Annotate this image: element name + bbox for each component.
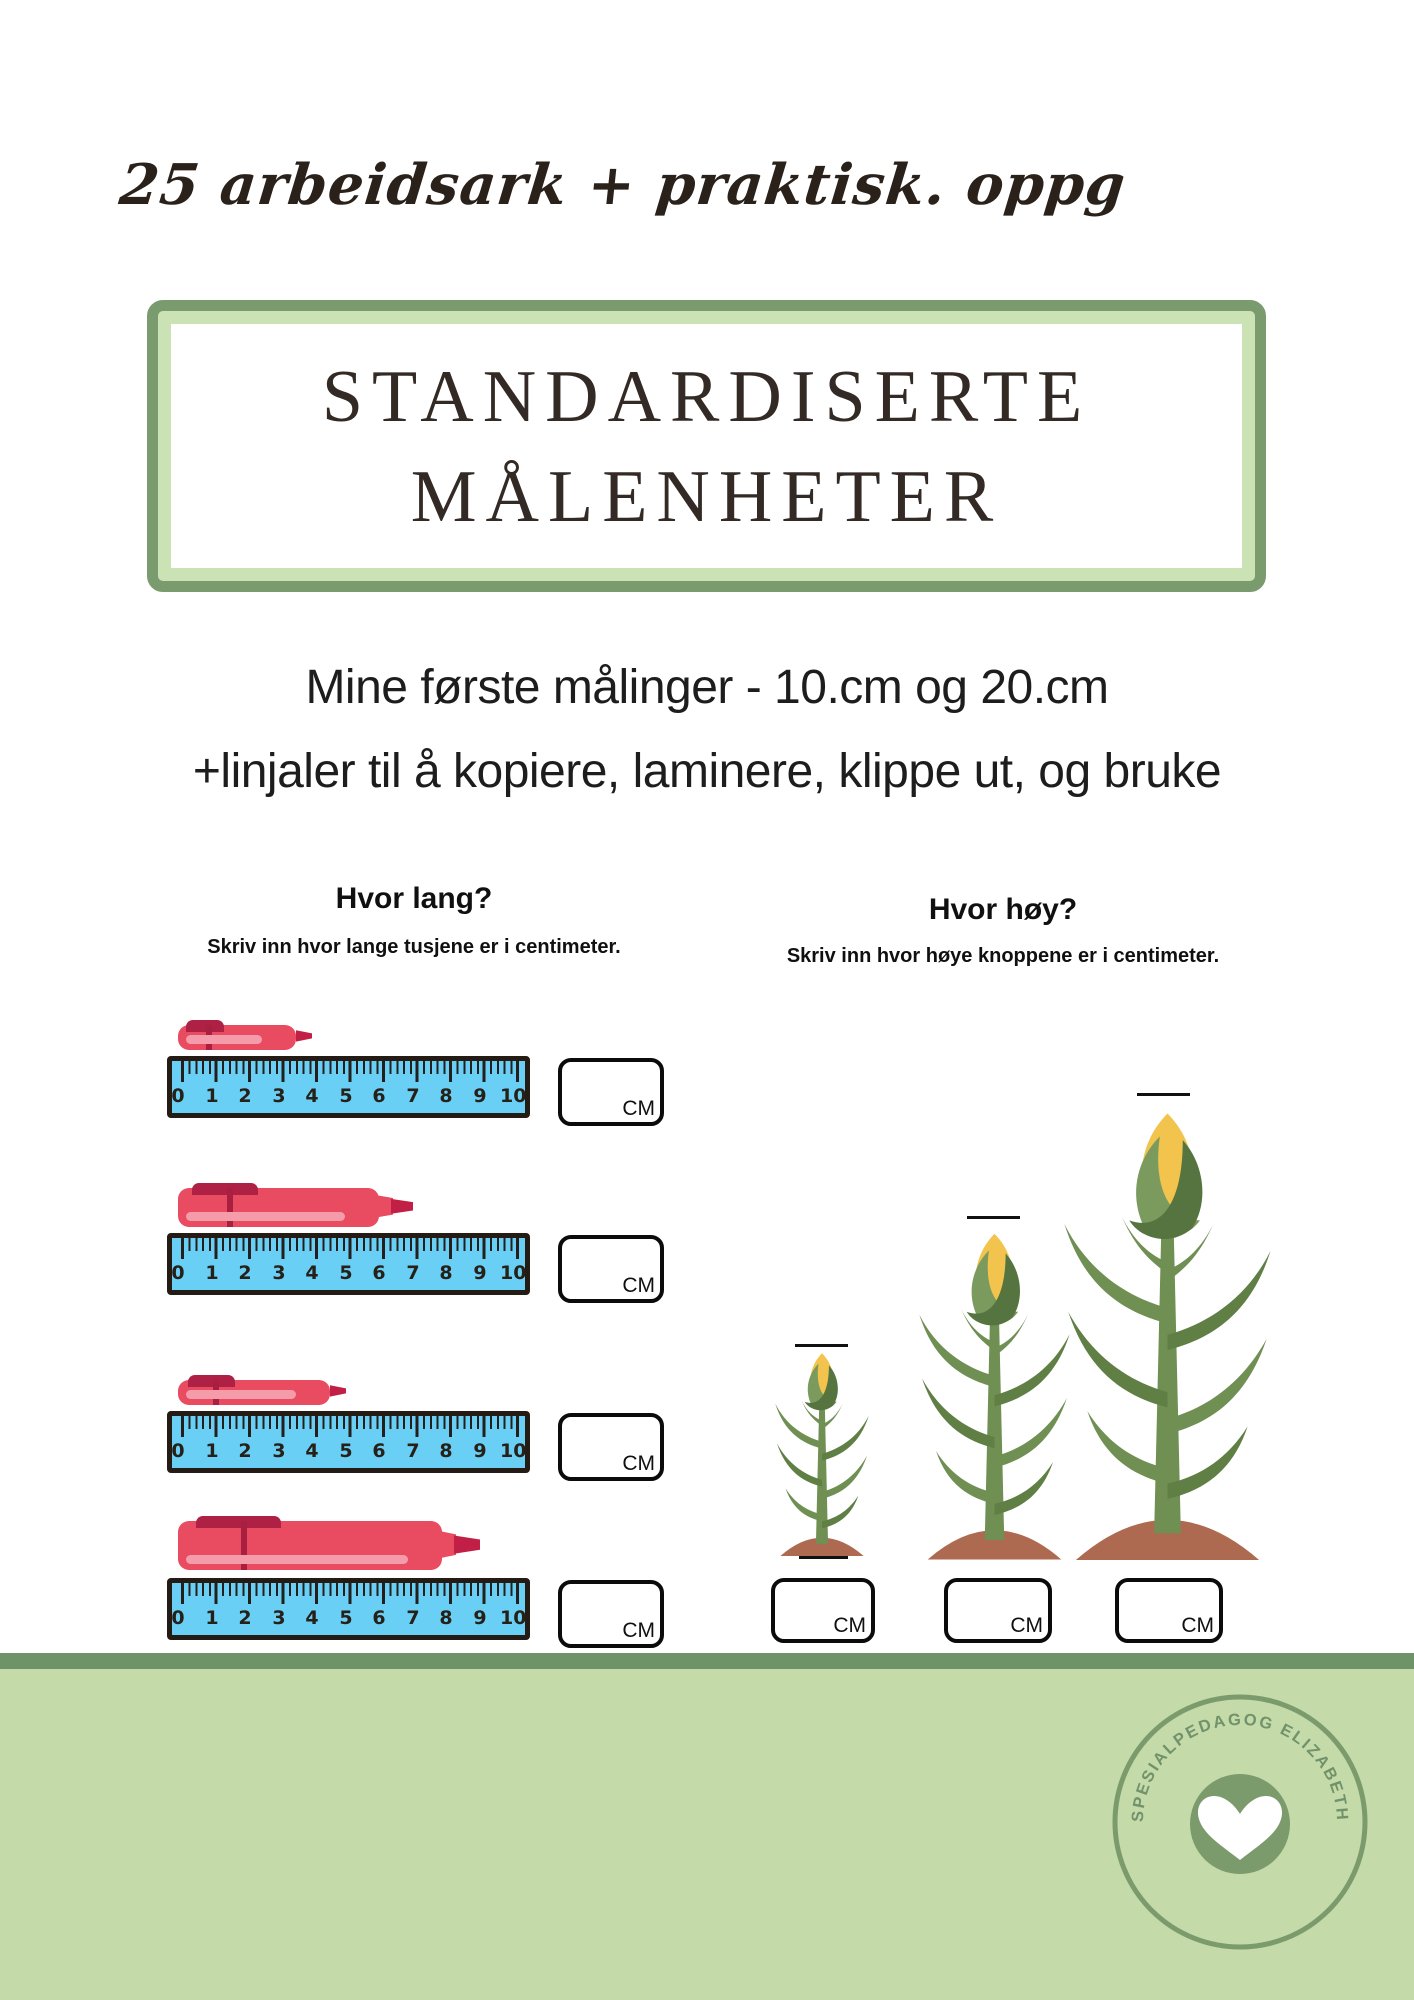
ruler-number: 7	[406, 1262, 420, 1284]
ruler-major-ticks	[181, 1238, 521, 1259]
cm-unit-label: CM	[1181, 1614, 1214, 1637]
marker-illustration	[178, 1375, 346, 1405]
height-answer-box[interactable]: CM	[944, 1578, 1052, 1643]
ruler-number: 10	[500, 1607, 527, 1629]
ruler-number: 8	[439, 1262, 453, 1284]
ruler-number: 1	[205, 1440, 219, 1462]
marker-illustration	[178, 1516, 480, 1570]
ruler-number: 4	[305, 1262, 319, 1284]
length-answer-box[interactable]: CM	[558, 1058, 664, 1126]
height-answer-box[interactable]: CM	[1115, 1578, 1223, 1643]
footer	[0, 1669, 1414, 2000]
ruler-number: 10	[500, 1085, 527, 1107]
ruler-number: 9	[473, 1085, 487, 1107]
cm-unit-label: CM	[622, 1619, 655, 1642]
ruler-number: 0	[171, 1085, 185, 1107]
ruler-10cm: 0 1 2 3 4 5 6 7 8 9 10	[167, 1578, 530, 1640]
ruler-number: 4	[305, 1085, 319, 1107]
ruler-number: 2	[238, 1262, 252, 1284]
ruler-major-ticks	[181, 1061, 521, 1082]
intro-line2: +linjaler til å kopiere, laminere, klipp…	[192, 745, 1222, 798]
ruler-number: 7	[406, 1440, 420, 1462]
ruler-number: 3	[272, 1607, 286, 1629]
ruler-major-ticks	[181, 1583, 521, 1604]
title-box-inner: STANDARDISERTE MÅLENHETER	[171, 324, 1242, 568]
badge-ring	[1112, 1694, 1368, 1950]
page-title-line2: MÅLENHETER	[410, 456, 1003, 538]
ruler-number: 5	[339, 1085, 353, 1107]
ruler-number: 6	[372, 1440, 386, 1462]
cm-unit-label: CM	[622, 1452, 655, 1475]
badge-logo: SPESIALPEDAGOG ELIZABETH	[1112, 1694, 1368, 1950]
length-answer-box[interactable]: CM	[558, 1580, 664, 1648]
ruler-number: 7	[406, 1085, 420, 1107]
marker-illustration	[178, 1183, 413, 1227]
length-answer-box[interactable]: CM	[558, 1413, 664, 1481]
ruler-number: 1	[205, 1085, 219, 1107]
ruler-number: 6	[372, 1262, 386, 1284]
cm-unit-label: CM	[1010, 1614, 1043, 1637]
title-box: STANDARDISERTE MÅLENHETER	[147, 300, 1266, 592]
ruler-number: 5	[339, 1607, 353, 1629]
ruler-number: 6	[372, 1085, 386, 1107]
ruler-number: 2	[238, 1085, 252, 1107]
ruler-number: 1	[205, 1262, 219, 1284]
plant-base-line	[799, 1556, 848, 1559]
plant-top-measure-line	[795, 1344, 848, 1347]
ruler-number: 7	[406, 1607, 420, 1629]
marker-illustration	[178, 1020, 312, 1050]
ruler-number: 1	[205, 1607, 219, 1629]
footer-divider-strip	[0, 1653, 1414, 1669]
ruler-number: 3	[272, 1262, 286, 1284]
height-section-heading: Hvor høy?	[928, 893, 1078, 926]
corn-plant-tall	[1064, 1113, 1271, 1560]
length-answer-box[interactable]: CM	[558, 1235, 664, 1303]
height-answer-box[interactable]: CM	[771, 1578, 875, 1643]
ruler-number: 0	[171, 1607, 185, 1629]
ruler-10cm: 0 1 2 3 4 5 6 7 8 9 10	[167, 1056, 530, 1118]
ruler-number: 8	[439, 1440, 453, 1462]
ruler-number: 3	[272, 1440, 286, 1462]
ruler-number: 9	[473, 1607, 487, 1629]
ruler-10cm: 0 1 2 3 4 5 6 7 8 9 10	[167, 1233, 530, 1295]
cm-unit-label: CM	[622, 1274, 655, 1297]
ruler-number: 8	[439, 1607, 453, 1629]
length-section-instruction: Skriv inn hvor lange tusjene er i centim…	[207, 936, 621, 958]
length-section-heading: Hvor lang?	[335, 882, 493, 915]
plant-top-measure-line	[967, 1216, 1020, 1219]
ruler-number: 8	[439, 1085, 453, 1107]
ruler-number: 10	[500, 1440, 527, 1462]
intro-line1: Mine første målinger - 10.cm og 20.cm	[305, 661, 1109, 714]
ruler-number: 9	[473, 1440, 487, 1462]
cm-unit-label: CM	[833, 1614, 866, 1637]
ruler-number: 0	[171, 1440, 185, 1462]
ruler-number: 10	[500, 1262, 527, 1284]
ruler-number: 5	[339, 1262, 353, 1284]
cm-unit-label: CM	[622, 1097, 655, 1120]
ruler-number: 3	[272, 1085, 286, 1107]
corn-plant-small	[775, 1353, 869, 1556]
ruler-major-ticks	[181, 1416, 521, 1437]
ruler-number: 2	[238, 1607, 252, 1629]
script-note: 25 arbeidsark + praktisk. oppg	[116, 152, 1129, 218]
plant-top-measure-line	[1137, 1093, 1190, 1096]
ruler-number: 0	[171, 1262, 185, 1284]
ruler-number: 5	[339, 1440, 353, 1462]
ruler-number: 4	[305, 1440, 319, 1462]
page-title-line1: STANDARDISERTE	[321, 356, 1092, 438]
heart-icon	[1197, 1796, 1283, 1860]
ruler-number: 9	[473, 1262, 487, 1284]
ruler-number: 2	[238, 1440, 252, 1462]
ruler-10cm: 0 1 2 3 4 5 6 7 8 9 10	[167, 1411, 530, 1473]
height-section-instruction: Skriv inn hvor høye knoppene er i centim…	[786, 945, 1220, 967]
ruler-number: 4	[305, 1607, 319, 1629]
ruler-number: 6	[372, 1607, 386, 1629]
